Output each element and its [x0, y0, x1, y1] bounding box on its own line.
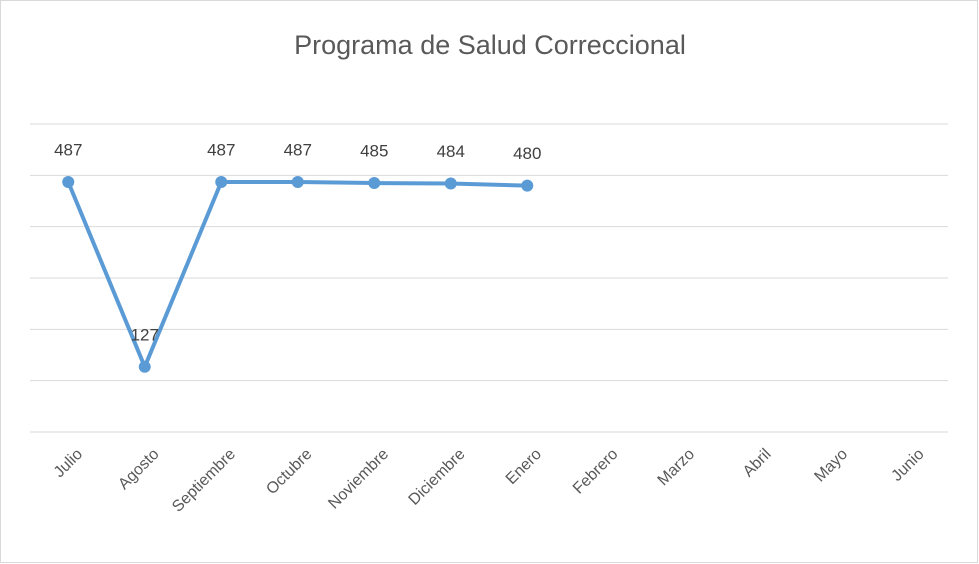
data-point [521, 179, 534, 192]
data-label: 487 [284, 140, 312, 159]
data-label: 485 [360, 142, 388, 161]
data-label: 127 [131, 325, 159, 344]
data-point [368, 177, 381, 190]
data-point [215, 176, 228, 189]
data-point [62, 176, 75, 189]
data-point [291, 176, 304, 189]
data-label: 487 [207, 140, 235, 159]
data-point [444, 177, 457, 190]
data-label: 487 [54, 140, 82, 159]
data-point [138, 360, 151, 373]
data-label: 484 [437, 142, 465, 161]
chart-title: Programa de Salud Correccional [294, 30, 686, 60]
data-label: 480 [513, 144, 541, 163]
